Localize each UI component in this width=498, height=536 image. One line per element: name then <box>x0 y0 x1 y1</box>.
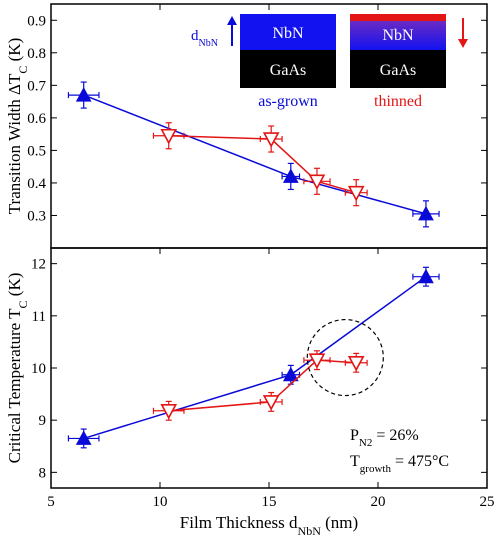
as_grown-data-point <box>418 205 434 221</box>
y-tick-label: 9 <box>39 413 47 429</box>
top-panel-data <box>67 81 440 228</box>
x-tick-label: 25 <box>480 494 495 510</box>
x-tick-label: 5 <box>47 494 55 510</box>
y-tick-label: 0.7 <box>27 78 46 94</box>
x-axis-label: Film Thickness dNbN (nm) <box>180 513 358 536</box>
thinned-data-point <box>347 185 365 202</box>
top-y-axis-label-sub: C <box>16 66 30 74</box>
inset-thickness-label-sub: NbN <box>199 38 218 49</box>
as-grown-nbn-label: NbN <box>272 25 304 42</box>
inset-thickness-label: dNbN <box>191 28 218 49</box>
thinned-data-point <box>160 403 178 420</box>
bottom-panel-frame <box>50 247 488 489</box>
as_grown-series-line <box>83 276 427 440</box>
as_grown-data-point <box>282 168 299 183</box>
y-tick-label: 0.4 <box>27 176 46 192</box>
thinned-data-point <box>308 174 326 190</box>
x-tick-label: 15 <box>262 494 277 510</box>
bottom-y-axis-label-unit: (K) <box>5 273 24 301</box>
thinned-caption: thinned <box>374 93 422 110</box>
annotation-line-1-main: P <box>350 427 359 444</box>
x-axis-label-unit: (nm) <box>321 513 358 532</box>
as_grown-data-point <box>75 430 92 445</box>
as_grown-data-point <box>75 87 92 102</box>
annotation-line-2-rest: = 475°C <box>391 453 449 470</box>
y-tick-label: 0.6 <box>27 111 46 127</box>
y-tick-label: 12 <box>31 257 46 273</box>
y-tick-label: 8 <box>39 465 47 481</box>
bottom-panel-data <box>67 266 440 449</box>
x-axis-label-main: Film Thickness d <box>180 513 298 532</box>
x-axis-label-sub: NbN <box>298 524 322 536</box>
bottom-y-axis-label-main: Critical Temperature T <box>5 308 24 464</box>
thinned-gaas-layer <box>350 50 446 88</box>
thinned-gaas-label: GaAs <box>380 62 416 79</box>
thinned-series-line <box>168 135 357 194</box>
highlight-circle <box>306 318 384 397</box>
thinned-red-surface-layer <box>350 14 446 21</box>
annotation-line-1: PN2 = 26% <box>350 427 419 449</box>
bottom-y-axis-label: Critical Temperature TC (K) <box>5 273 30 464</box>
top-panel-y-axis: 0.3 0.4 0.5 0.6 0.7 0.8 0.9 <box>27 13 487 224</box>
y-tick-label: 11 <box>32 309 46 325</box>
top-y-axis-label-main: Transition Width ΔT <box>5 73 24 214</box>
thinned-data-point <box>308 353 326 369</box>
annotation-line-2-sub: growth <box>360 463 392 475</box>
thinned-data-point <box>160 128 178 145</box>
thinned-nbn-layer <box>350 21 446 50</box>
as_grown-data-point <box>418 268 434 284</box>
y-tick-label: 0.8 <box>27 46 46 62</box>
y-tick-label: 10 <box>31 361 46 377</box>
as-grown-gaas-layer <box>240 50 336 88</box>
inset-schematic: dNbN NbN GaAs as-grown NbN GaAs thinned <box>191 14 468 110</box>
thickness-down-arrow-icon <box>458 18 468 48</box>
annotation-line-1-sub: N2 <box>359 437 372 449</box>
thickness-up-arrow-icon <box>227 16 237 46</box>
top-y-axis-label-unit: (K) <box>5 38 24 66</box>
annotation-line-1-rest: = 26% <box>372 427 418 444</box>
thinned-data-point <box>262 132 280 148</box>
top-y-axis-label: Transition Width ΔTC (K) <box>5 38 30 214</box>
bottom-panel-axes: 8 9 10 11 12 5 10 15 20 25 <box>31 4 495 510</box>
thinned-nbn-label: NbN <box>382 27 414 44</box>
thinned-data-point <box>347 355 365 372</box>
thinned-data-point <box>262 395 280 411</box>
thinned-series-line <box>168 359 357 412</box>
y-tick-label: 0.9 <box>27 13 46 29</box>
annotation-line-2: Tgrowth = 475°C <box>350 453 449 475</box>
inset-thickness-label-main: d <box>191 28 199 44</box>
as_grown-data-point <box>282 366 299 382</box>
as_grown-series-line <box>83 94 427 215</box>
y-tick-label: 0.5 <box>27 143 46 159</box>
as-grown-nbn-layer <box>240 14 336 50</box>
bottom-y-axis-label-sub: C <box>16 300 30 308</box>
y-tick-label: 0.3 <box>27 208 46 224</box>
x-tick-label: 10 <box>153 494 168 510</box>
as-grown-gaas-label: GaAs <box>270 62 306 79</box>
x-tick-label: 20 <box>371 494 386 510</box>
annotation-line-2-main: T <box>350 453 360 470</box>
as-grown-caption: as-grown <box>258 93 318 110</box>
